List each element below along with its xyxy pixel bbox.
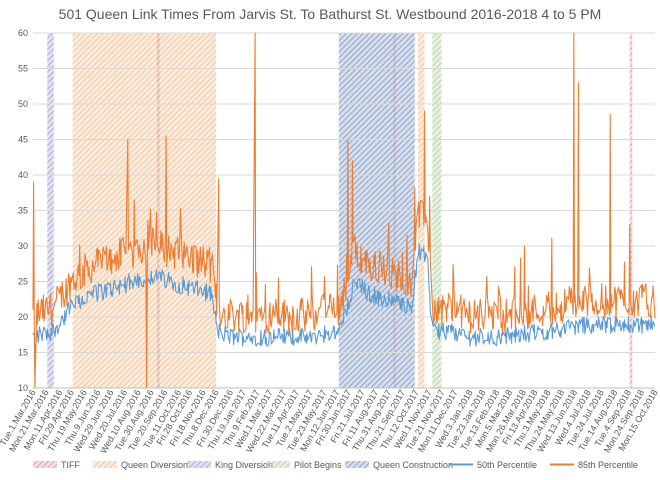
y-tick-label: 20 (18, 312, 28, 322)
series-lines (32, 32, 656, 389)
chart-title: 501 Queen Link Times From Jarvis St. To … (59, 6, 602, 22)
y-tick-label: 35 (18, 206, 28, 216)
y-tick-label: 40 (18, 170, 28, 180)
y-tick-label: 10 (18, 383, 28, 393)
axes: 1015202530354045505560Tue.1.Mar.2016Mon.… (0, 28, 660, 455)
legend-swatch (33, 461, 57, 468)
y-tick-label: 50 (18, 99, 28, 109)
series-85th-percentile (32, 32, 656, 389)
legend-swatch (345, 461, 369, 468)
legend-label: Queen Construction (373, 460, 453, 470)
legend: TIFF Queen Diversion King Diversion Pilot B… (33, 460, 638, 470)
legend-swatch (266, 461, 290, 468)
legend-label: King Diversion (215, 460, 273, 470)
legend-label: Pilot Begins (294, 460, 342, 470)
y-tick-label: 55 (18, 64, 28, 74)
y-tick-label: 25 (18, 277, 28, 287)
y-tick-label: 30 (18, 241, 28, 251)
legend-label: 50th Percentile (477, 460, 537, 470)
legend-label: 85th Percentile (578, 460, 638, 470)
y-tick-label: 15 (18, 348, 28, 358)
series-50th-percentile (32, 243, 656, 355)
y-tick-label: 45 (18, 135, 28, 145)
legend-swatch (187, 461, 211, 468)
legend-swatch (93, 461, 117, 468)
legend-label: Queen Diversion (121, 460, 188, 470)
y-tick-label: 60 (18, 28, 28, 38)
legend-label: TIFF (61, 460, 80, 470)
